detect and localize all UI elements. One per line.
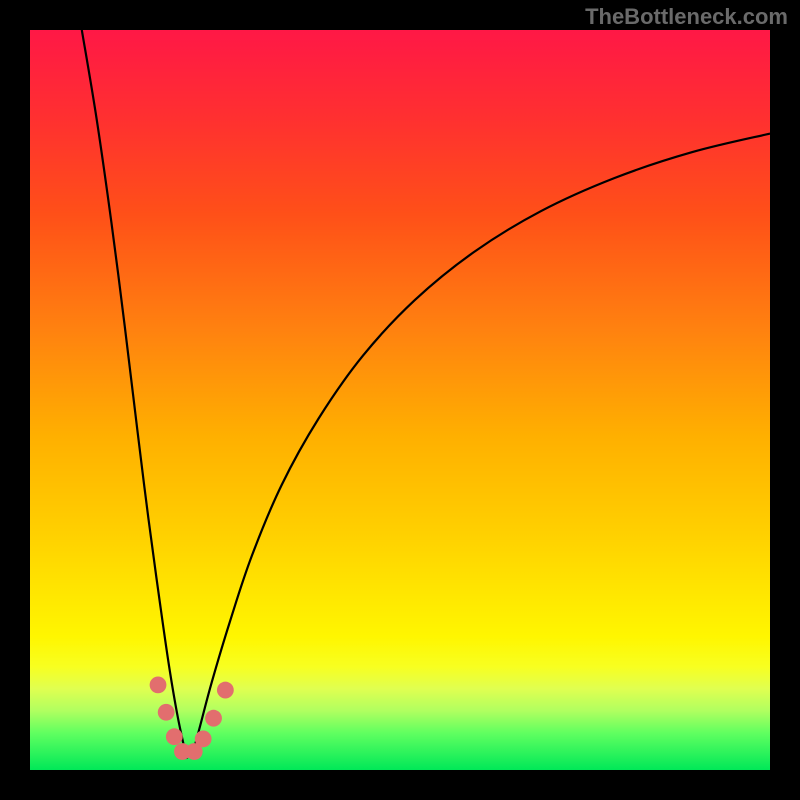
bottleneck-chart: TheBottleneck.com	[0, 0, 800, 800]
recommendation-dot	[217, 682, 234, 699]
recommendation-dot	[150, 677, 167, 694]
watermark-text: TheBottleneck.com	[585, 4, 788, 29]
recommendation-dot	[195, 731, 212, 748]
recommendation-dot	[166, 728, 183, 745]
recommendation-dot	[205, 710, 222, 727]
plot-background	[30, 30, 770, 770]
recommendation-dot	[158, 704, 175, 721]
